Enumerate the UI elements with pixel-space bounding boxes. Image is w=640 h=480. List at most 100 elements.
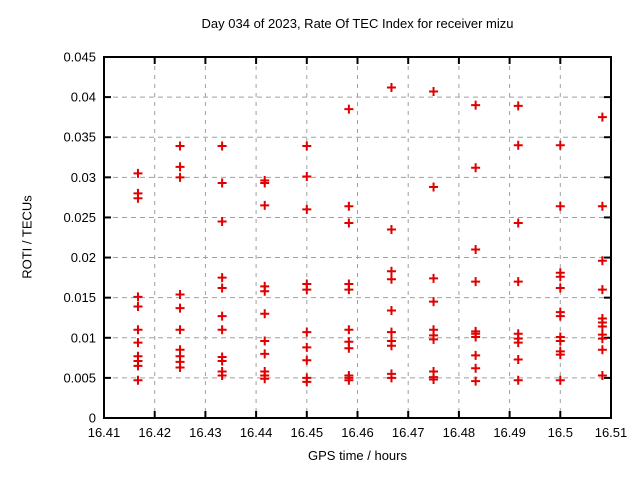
data-point-marker (260, 349, 270, 359)
data-point-marker (429, 297, 439, 307)
data-point-marker (217, 283, 227, 293)
data-point-marker (386, 373, 396, 383)
data-point-marker (555, 311, 565, 321)
data-point-marker (344, 325, 354, 335)
data-point-marker (217, 216, 227, 226)
data-point-marker (386, 82, 396, 92)
data-point-marker (597, 322, 607, 332)
data-point-marker (429, 182, 439, 192)
y-axis-label: ROTI / TECUs (19, 195, 35, 279)
data-point-marker (344, 104, 354, 114)
data-point-marker (513, 140, 523, 150)
data-point-marker (513, 375, 523, 385)
x-tick-label: 16.45 (291, 425, 324, 440)
data-point-marker (555, 201, 565, 211)
data-point-marker (260, 336, 270, 346)
data-point-marker (217, 356, 227, 366)
x-tick-label: 16.5 (548, 425, 573, 440)
data-point-marker (217, 325, 227, 335)
data-point-marker (513, 338, 523, 348)
data-point-marker (133, 168, 143, 178)
y-tick-label: 0.035 (63, 130, 96, 145)
data-point-marker (260, 309, 270, 319)
x-tick-label: 16.51 (595, 425, 628, 440)
data-point-marker (555, 336, 565, 346)
data-point-marker (175, 289, 185, 299)
data-point-marker (429, 374, 439, 384)
data-point-marker (386, 266, 396, 276)
data-point-marker (386, 224, 396, 234)
data-point-marker (471, 363, 481, 373)
data-point-marker (386, 274, 396, 284)
data-point-marker (555, 375, 565, 385)
data-point-marker (513, 277, 523, 287)
data-point-marker (133, 292, 143, 302)
data-point-marker (302, 141, 312, 151)
data-point-marker (429, 86, 439, 96)
y-tick-label: 0.005 (63, 370, 96, 385)
data-point-marker (302, 204, 312, 214)
data-point-marker (217, 311, 227, 321)
data-point-marker (513, 354, 523, 364)
x-tick-label: 16.46 (341, 425, 374, 440)
data-point-marker (344, 343, 354, 353)
y-tick-label: 0.025 (63, 210, 96, 225)
data-point-marker (344, 218, 354, 228)
y-tick-label: 0.045 (63, 50, 96, 65)
y-tick-label: 0.02 (71, 250, 96, 265)
data-point-marker (471, 332, 481, 342)
data-point-marker (471, 277, 481, 287)
x-tick-label: 16.47 (392, 425, 425, 440)
data-point-marker (386, 306, 396, 316)
chart-title: Day 034 of 2023, Rate Of TEC Index for r… (201, 16, 514, 31)
x-tick-label: 16.41 (88, 425, 121, 440)
data-point-marker (175, 162, 185, 172)
data-point-marker (555, 272, 565, 282)
y-tick-label: 0.01 (71, 330, 96, 345)
data-point-marker (471, 245, 481, 255)
data-point-marker (429, 273, 439, 283)
data-point-marker (302, 172, 312, 182)
y-tick-label: 0 (89, 411, 96, 426)
data-point-marker (260, 286, 270, 296)
data-point-marker (260, 178, 270, 188)
data-point-marker (217, 178, 227, 188)
data-point-marker (302, 327, 312, 337)
data-point-marker (302, 342, 312, 352)
y-tick-label: 0.04 (71, 90, 96, 105)
data-point-marker (471, 376, 481, 386)
data-point-marker (471, 100, 481, 110)
data-point-marker (302, 377, 312, 387)
x-tick-label: 16.49 (493, 425, 526, 440)
data-point-marker (175, 325, 185, 335)
data-point-marker (175, 141, 185, 151)
x-tick-label: 16.44 (240, 425, 273, 440)
data-point-marker (260, 200, 270, 210)
data-point-marker (555, 283, 565, 293)
data-point-marker (513, 218, 523, 228)
x-tick-label: 16.42 (138, 425, 171, 440)
data-point-marker (217, 273, 227, 283)
data-point-marker (386, 341, 396, 351)
data-point-marker (133, 193, 143, 203)
x-axis-label: GPS time / hours (308, 448, 407, 463)
data-point-marker (175, 172, 185, 182)
data-point-marker (597, 285, 607, 295)
x-tick-label: 16.43 (189, 425, 222, 440)
data-point-marker (597, 112, 607, 122)
data-point-marker (555, 140, 565, 150)
data-point-marker (217, 141, 227, 151)
data-point-marker (597, 201, 607, 211)
data-point-marker (302, 285, 312, 295)
data-point-marker (555, 350, 565, 360)
data-point-marker (597, 345, 607, 355)
data-point-marker (175, 303, 185, 313)
data-point-marker (344, 201, 354, 211)
data-point-marker (597, 370, 607, 380)
data-point-marker (429, 334, 439, 344)
data-point-marker (597, 334, 607, 344)
y-tick-label: 0.015 (63, 290, 96, 305)
data-point-marker (133, 325, 143, 335)
